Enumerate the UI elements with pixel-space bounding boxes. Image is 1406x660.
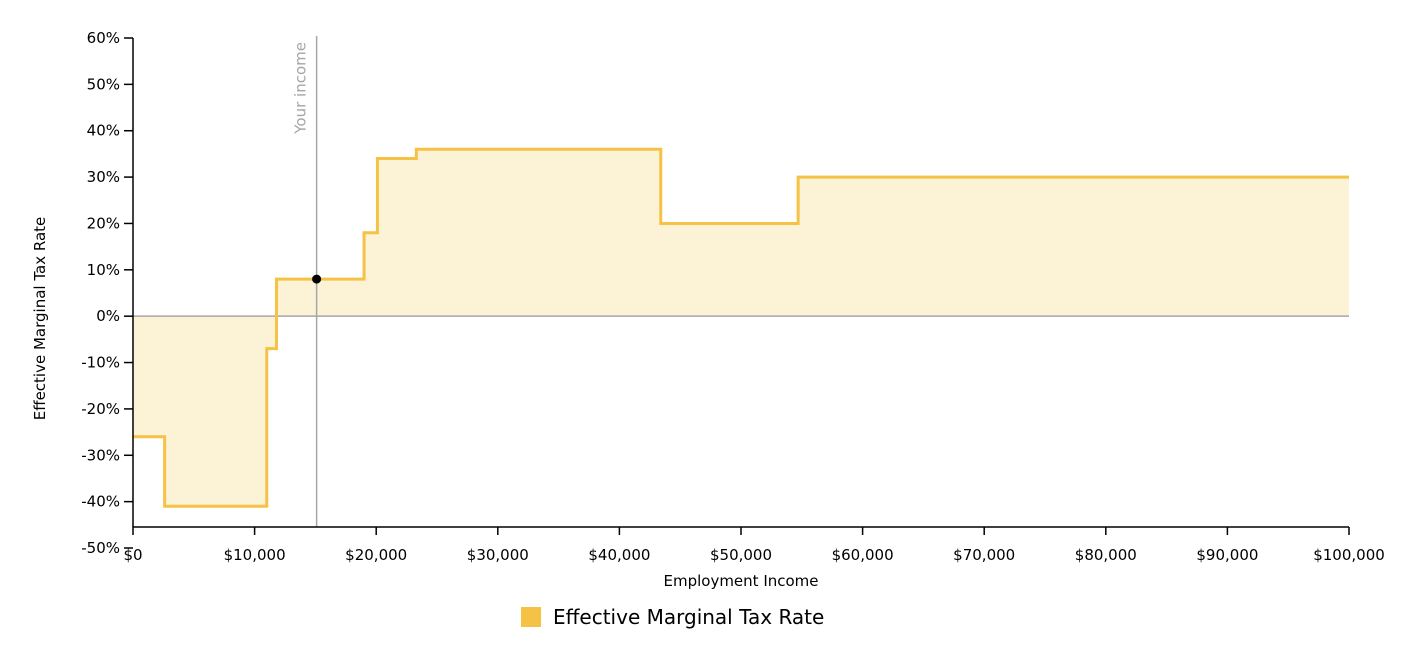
x-tick-label: $60,000 (832, 546, 894, 564)
x-tick-label: $100,000 (1313, 546, 1385, 564)
series-line (133, 147, 1349, 508)
x-tick-label: $80,000 (1075, 546, 1137, 564)
x-axis-title: Employment Income (663, 572, 818, 590)
tax-rate-chart: Your income 60% 50% 40% 30% 20% 10% 0% -10% -20%… (31, 29, 1385, 590)
chart-legend: Effective Marginal Tax Rate (521, 603, 824, 631)
x-tick-label: $40,000 (588, 546, 650, 564)
x-tick-label: $0 (123, 546, 142, 564)
legend-label: Effective Marginal Tax Rate (553, 605, 825, 629)
x-tick-label: $30,000 (467, 546, 529, 564)
legend-swatch (521, 607, 541, 627)
area-fill-layer (133, 149, 1349, 507)
y-tick-label: -50% (81, 539, 120, 557)
x-tick-label: $90,000 (1196, 546, 1258, 564)
y-tick-label: -20% (81, 400, 120, 418)
y-tick-label: 10% (87, 261, 120, 279)
y-tick-label: 60% (87, 29, 120, 47)
y-tick-label: -30% (81, 446, 120, 464)
y-tick-label: -10% (81, 354, 120, 372)
x-tick-label: $20,000 (345, 546, 407, 564)
y-tick-label: -40% (81, 493, 120, 511)
y-axis-title: Effective Marginal Tax Rate (31, 217, 49, 420)
y-tick-label: 30% (87, 168, 120, 186)
y-tick-label: 20% (87, 214, 120, 232)
series-line-layer (133, 147, 1349, 508)
x-tick-label: $70,000 (953, 546, 1015, 564)
axes: 60% 50% 40% 30% 20% 10% 0% -10% -20% -30% -40% -50%… (81, 29, 1385, 564)
your-income-label: Your income (292, 42, 310, 135)
your-income-dot[interactable] (312, 274, 322, 284)
x-tick-label: $10,000 (224, 546, 286, 564)
y-tick-label: 50% (87, 75, 120, 93)
y-tick-label: 40% (87, 122, 120, 140)
area-fill (133, 149, 1349, 507)
x-tick-label: $50,000 (710, 546, 772, 564)
y-tick-label: 0% (96, 307, 120, 325)
